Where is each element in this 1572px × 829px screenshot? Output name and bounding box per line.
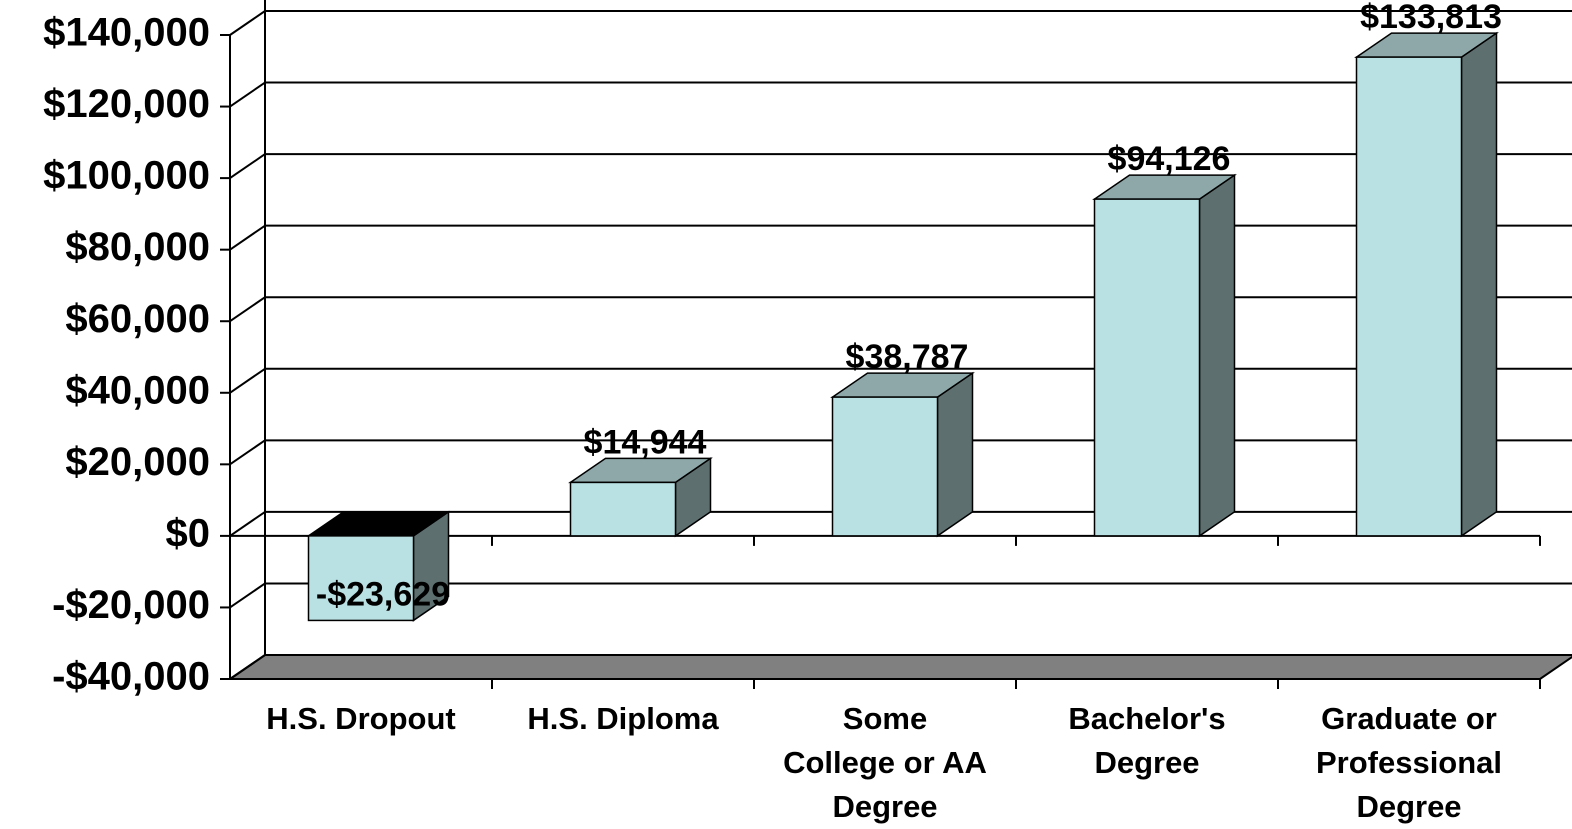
x-tick-label: H.S. Dropout [266, 701, 455, 736]
value-label: $38,787 [846, 338, 969, 376]
bar-side [1460, 31, 1498, 538]
grid-side [229, 224, 266, 251]
grid-side [229, 153, 266, 179]
x-tick-label: Graduate or [1321, 701, 1497, 736]
bar [1355, 56, 1463, 537]
x-tick-label: Degree [832, 789, 937, 824]
grid-side [229, 511, 266, 537]
grid-side [229, 367, 266, 394]
y-tick-label: $120,000 [43, 82, 210, 126]
y-tick-label: $80,000 [65, 225, 210, 269]
value-label: $133,813 [1360, 0, 1502, 36]
y-tick-label: $40,000 [65, 368, 210, 412]
y-tick-label: $20,000 [65, 440, 210, 484]
x-tick-label: Degree [1356, 789, 1461, 824]
grid-side [229, 81, 266, 108]
x-tick-label: Degree [1094, 745, 1199, 780]
x-tick-label: Bachelor's [1068, 701, 1225, 736]
grid-side [229, 10, 266, 36]
x-tick-label: College or AA [783, 745, 987, 780]
grid-side [229, 654, 266, 680]
value-label: $14,944 [584, 423, 707, 461]
bar [307, 535, 415, 622]
y-tick-label: $100,000 [43, 154, 210, 198]
y-tick-label: $0 [166, 511, 211, 555]
bar [1093, 198, 1201, 537]
x-tick-label: H.S. Diploma [527, 701, 719, 736]
value-label: $94,126 [1108, 140, 1231, 178]
grid-side [229, 296, 266, 323]
grid-side [229, 582, 266, 609]
y-tick-label: -$40,000 [52, 655, 210, 699]
x-tick-label: Professional [1316, 745, 1502, 780]
bar [831, 396, 939, 537]
y-tick-label: $60,000 [65, 297, 210, 341]
y-tick-label: $140,000 [43, 11, 210, 55]
bar-side [1198, 173, 1236, 538]
floor [226, 654, 1572, 680]
bar-side [936, 371, 974, 538]
value-label: -$23,629 [316, 575, 450, 613]
grid-side [229, 439, 266, 466]
bar [569, 481, 677, 537]
y-tick-label: -$20,000 [52, 583, 210, 627]
x-tick-label: Some [843, 701, 927, 736]
